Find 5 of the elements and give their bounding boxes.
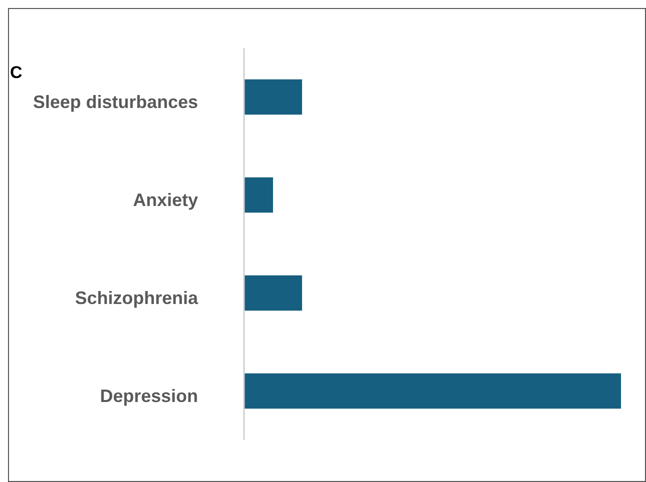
y-tick-label: Schizophrenia [74, 288, 199, 308]
text: C [10, 63, 22, 82]
y-tick-label: Sleep disturbances [32, 92, 198, 112]
y-tick-label: Anxiety [132, 190, 198, 210]
y-tick-label: Depression [100, 386, 198, 406]
